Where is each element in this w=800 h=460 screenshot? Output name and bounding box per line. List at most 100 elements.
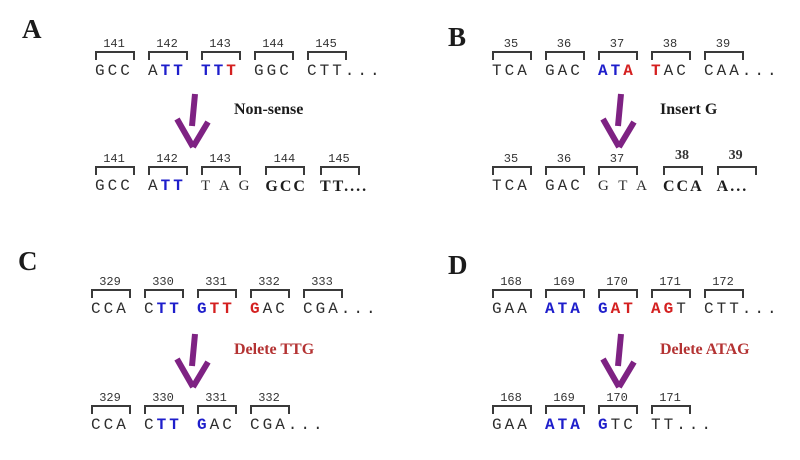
codon-group: 144 GGC <box>254 38 294 80</box>
codon-bracket-icon <box>201 166 241 175</box>
codon-sequence: TCA <box>492 177 530 195</box>
codon-bracket-icon <box>545 51 585 60</box>
codon-sequence: TTT <box>201 62 239 80</box>
codon-number: 39 <box>728 148 743 163</box>
codon-sequence: ATT <box>148 62 186 80</box>
codon-row-after: 35 TCA 36 GAC 37 G T A 38 CCA 39 A... <box>492 148 757 196</box>
codon-group: 37 ATA <box>598 38 638 80</box>
mutation-annotation: Insert G <box>594 92 717 150</box>
codon-group: 171 AGT <box>651 276 691 318</box>
codon-row-after: 141 GCC 142 ATT 143 T A G 144 GCC 145 TT.... <box>95 153 368 196</box>
codon-number: 170 <box>606 391 628 405</box>
codon-number: 143 <box>209 37 231 51</box>
mutation-label: Delete ATAG <box>660 341 750 358</box>
codon-bracket-icon <box>716 166 757 175</box>
codon-group: 144 GCC <box>265 153 307 196</box>
codon-bracket-icon <box>201 51 241 60</box>
mutation-label: Insert G <box>660 101 718 118</box>
codon-group: 37 G T A <box>598 153 650 196</box>
codon-sequence: TT.... <box>319 178 369 195</box>
codon-bracket-icon <box>254 51 294 60</box>
codon-number: 171 <box>659 391 681 405</box>
codon-number: 144 <box>262 37 284 51</box>
codon-group: 143 T A G <box>201 153 252 196</box>
codon-row-before: 168 GAA 169 ATA 170 GAT 171 AGT 172 CTT... <box>492 276 780 318</box>
codon-sequence: GTT <box>197 300 235 318</box>
mutation-label: Delete TTG <box>234 341 315 358</box>
codon-sequence: A... <box>716 178 749 195</box>
panel-label: B <box>448 22 467 52</box>
codon-number: 142 <box>156 37 178 51</box>
codon-bracket-icon <box>91 289 131 298</box>
codon-number: 329 <box>99 275 121 289</box>
codon-sequence: GAA <box>492 416 530 434</box>
codon-sequence: CTT <box>144 300 182 318</box>
codon-group: 36 GAC <box>545 153 585 196</box>
codon-group: 35 TCA <box>492 153 532 196</box>
codon-number: 169 <box>553 391 575 405</box>
codon-group: 333 CGA... <box>303 276 379 318</box>
codon-sequence: TAC <box>651 62 689 80</box>
codon-bracket-icon <box>651 51 691 60</box>
codon-sequence: CCA <box>91 416 129 434</box>
codon-number: 330 <box>152 391 174 405</box>
codon-bracket-icon <box>598 405 638 414</box>
codon-sequence: CTT... <box>307 62 383 80</box>
codon-bracket-icon <box>492 289 532 298</box>
down-arrow-icon <box>600 93 637 149</box>
codon-sequence: CTT... <box>704 300 780 318</box>
codon-group: 170 GTC <box>598 392 638 434</box>
mutation-annotation: Non-sense <box>168 92 303 150</box>
codon-number: 172 <box>712 275 734 289</box>
codon-number: 333 <box>311 275 333 289</box>
codon-group: 170 GAT <box>598 276 638 318</box>
codon-bracket-icon <box>197 289 237 298</box>
codon-group: 141 GCC <box>95 38 135 80</box>
down-arrow-icon <box>174 93 211 149</box>
codon-sequence: GAC <box>197 416 235 434</box>
panel-c: C 329 CCA 330 CTT 331 GTT 332 GAC 333 CGA... Dele… <box>18 248 400 460</box>
codon-number: 169 <box>553 275 575 289</box>
codon-bracket-icon <box>91 405 131 414</box>
codon-sequence: CCA <box>662 178 704 195</box>
codon-bracket-icon <box>598 51 638 60</box>
panel-label: C <box>18 246 38 276</box>
codon-sequence: GAC <box>545 177 583 195</box>
codon-sequence: GGC <box>254 62 292 80</box>
codon-number: 329 <box>99 391 121 405</box>
codon-bracket-icon <box>319 166 360 175</box>
codon-bracket-icon <box>545 405 585 414</box>
codon-sequence: CAA... <box>704 62 780 80</box>
codon-sequence: ATA <box>545 416 583 434</box>
codon-sequence: ATA <box>545 300 583 318</box>
codon-sequence: GAT <box>598 300 636 318</box>
codon-number: 35 <box>503 37 519 51</box>
codon-group: 38 CCA <box>662 148 704 196</box>
codon-bracket-icon <box>545 166 585 175</box>
codon-bracket-icon <box>303 289 343 298</box>
codon-bracket-icon <box>265 166 306 175</box>
codon-group: 330 CTT <box>144 392 184 434</box>
codon-group: 329 CCA <box>91 276 131 318</box>
codon-sequence: CGA... <box>250 416 326 434</box>
codon-bracket-icon <box>95 51 135 60</box>
panel-label: A <box>22 14 42 44</box>
codon-number: 332 <box>258 275 280 289</box>
codon-group: 145 CTT... <box>307 38 383 80</box>
codon-sequence: GAC <box>250 300 288 318</box>
codon-sequence: GAC <box>545 62 583 80</box>
mutation-annotation: Delete TTG <box>168 332 314 390</box>
codon-group: 141 GCC <box>95 153 135 196</box>
codon-group: 35 TCA <box>492 38 532 80</box>
codon-number: 332 <box>258 391 280 405</box>
codon-number: 37 <box>609 152 625 166</box>
codon-number: 39 <box>715 37 731 51</box>
codon-number: 170 <box>606 275 628 289</box>
codon-number: 145 <box>315 37 337 51</box>
codon-bracket-icon <box>307 51 347 60</box>
codon-bracket-icon <box>148 166 188 175</box>
codon-bracket-icon <box>492 166 532 175</box>
codon-number: 38 <box>674 148 689 163</box>
panel-b: B 35 TCA 36 GAC 37 ATA 38 TAC 39 CAA... Insert G … <box>448 16 800 244</box>
